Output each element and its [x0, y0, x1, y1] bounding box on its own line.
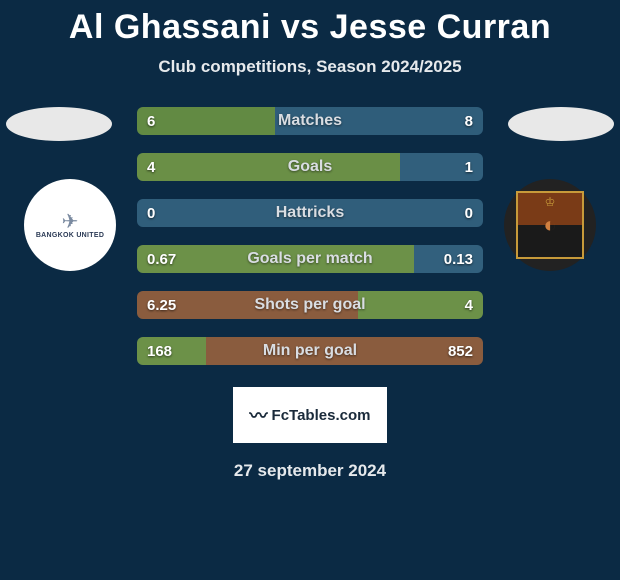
date-label: 27 september 2024 [0, 461, 620, 481]
page-title: Al Ghassani vs Jesse Curran [0, 0, 620, 47]
team-logo-right-inner: ♔ ◐ [516, 191, 584, 259]
stat-bar-right [275, 107, 483, 135]
page-subtitle: Club competitions, Season 2024/2025 [0, 57, 620, 77]
crown-icon: ♔ [545, 195, 556, 209]
team-logo-left: ✈ BANGKOK UNITED [24, 179, 116, 271]
stat-bar-left [137, 107, 275, 135]
stat-bar-right [400, 153, 483, 181]
stat-bar-left [137, 153, 400, 181]
stat-bar-left [137, 291, 358, 319]
player-ellipse-right [508, 107, 614, 141]
team-logo-left-label: BANGKOK UNITED [36, 232, 104, 239]
stat-bar-right [310, 199, 483, 227]
stat-row: Matches68 [137, 107, 483, 135]
brand-box: 〰 FcTables.com [233, 387, 387, 443]
stat-row: Min per goal168852 [137, 337, 483, 365]
stat-row: Shots per goal6.254 [137, 291, 483, 319]
team-logo-right: ♔ ◐ [504, 179, 596, 271]
stat-row: Goals41 [137, 153, 483, 181]
stat-bar-right [206, 337, 483, 365]
stats-bars: Matches68 Goals41 Hattricks00 Goals per mat… [137, 107, 483, 365]
brand-icon: 〰 [250, 402, 268, 428]
comparison-content: ✈ BANGKOK UNITED ♔ ◐ Matches68 Goals41 Hat… [0, 107, 620, 481]
stat-bar-left [137, 337, 206, 365]
stat-row: Hattricks00 [137, 199, 483, 227]
brand-text: FcTables.com [272, 407, 371, 424]
wings-icon: ✈ [62, 212, 79, 232]
stat-bar-right [358, 291, 483, 319]
stat-bar-left [137, 199, 310, 227]
player-ellipse-left [6, 107, 112, 141]
shield-icon: ◐ [543, 212, 556, 238]
team-logo-left-inner: ✈ BANGKOK UNITED [35, 200, 105, 250]
stat-bar-left [137, 245, 414, 273]
stat-bar-right [414, 245, 483, 273]
stat-row: Goals per match0.670.13 [137, 245, 483, 273]
